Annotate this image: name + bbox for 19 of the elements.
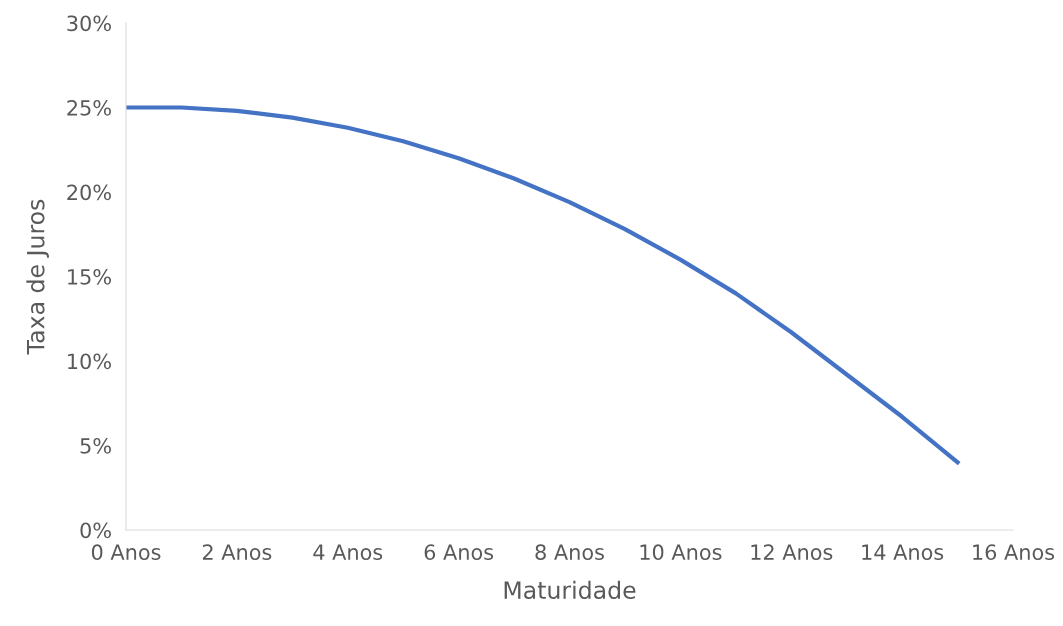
line-series [126, 105, 960, 465]
x-tick-label: 8 Anos [535, 544, 604, 561]
y-tick-label: 15% [68, 268, 111, 285]
x-tick-label: 0 Anos [91, 544, 161, 561]
y-tick-label: 0% [80, 522, 111, 539]
y-tick-label: 10% [68, 353, 111, 370]
x-tick-label: 16 Anos [973, 544, 1055, 561]
x-tick-label: 2 Anos [202, 544, 272, 561]
y-tick-label: 20% [67, 184, 111, 201]
x-tick-label: 4 Anos [313, 544, 383, 561]
x-tick-label: 10 Anos [640, 544, 722, 561]
y-tick-label: 30% [67, 15, 111, 32]
x-tick-label: 6 Anos [424, 544, 494, 561]
y-tick-label: 5% [80, 437, 111, 454]
y-tick-label: 25% [67, 99, 111, 116]
y-axis-title: Taxa de Juros [26, 199, 49, 355]
x-tick-label: 14 Anos [862, 544, 944, 561]
x-tick-label: 12 Anos [751, 544, 833, 561]
x-axis-title: Maturidade [504, 580, 636, 599]
